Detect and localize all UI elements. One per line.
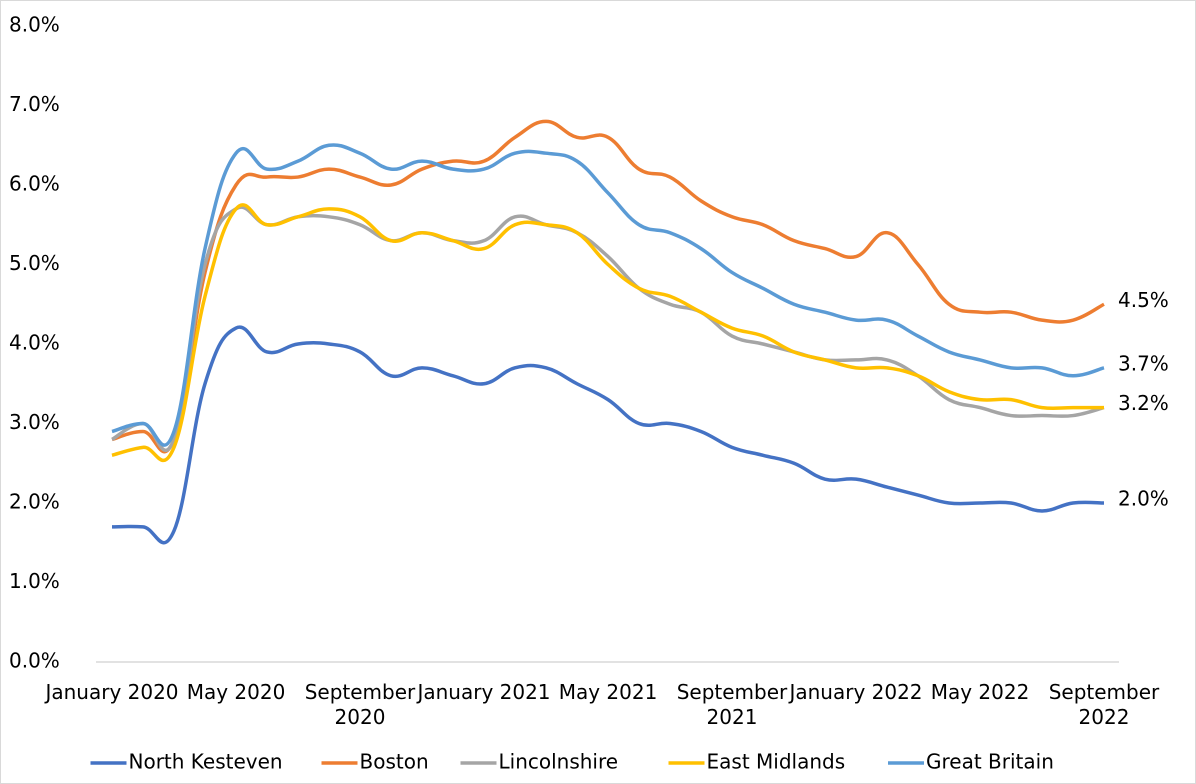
x-tick-label: September 2020 <box>304 680 416 729</box>
x-tick-label: September 2021 <box>676 680 788 729</box>
line-series <box>111 203 1105 463</box>
x-tick-label: September 2022 <box>1048 680 1160 729</box>
y-tick-label: 4.0% <box>9 331 60 355</box>
y-tick-label: 3.0% <box>9 410 60 434</box>
x-tick-label: January 2020 <box>45 680 179 704</box>
x-tick-label: May 2020 <box>186 680 286 704</box>
legend-label: Lincolnshire <box>499 750 619 774</box>
legend-label: East Midlands <box>707 750 846 774</box>
line-series <box>111 205 1105 452</box>
y-tick-label: 8.0% <box>9 13 60 37</box>
y-tick-label: 6.0% <box>9 172 60 196</box>
x-tick-label: January 2021 <box>417 680 551 704</box>
data-label: 3.7% <box>1118 351 1169 375</box>
line-series <box>111 143 1105 447</box>
data-label: 2.0% <box>1118 487 1169 511</box>
x-tick-label: May 2021 <box>558 680 658 704</box>
line-series <box>111 119 1105 454</box>
legend-label: Boston <box>360 750 429 774</box>
legend-label: Great Britain <box>926 750 1054 774</box>
x-tick-label: January 2022 <box>789 680 923 704</box>
data-label: 3.2% <box>1118 391 1169 415</box>
line-series <box>111 325 1105 545</box>
legend-label: North Kesteven <box>129 750 283 774</box>
y-tick-label: 5.0% <box>9 251 60 275</box>
y-tick-label: 7.0% <box>9 92 60 116</box>
y-tick-label: 1.0% <box>9 569 60 593</box>
y-tick-label: 0.0% <box>9 649 60 673</box>
y-tick-label: 2.0% <box>9 490 60 514</box>
data-label: 4.5% <box>1118 288 1169 312</box>
x-tick-label: May 2022 <box>930 680 1030 704</box>
